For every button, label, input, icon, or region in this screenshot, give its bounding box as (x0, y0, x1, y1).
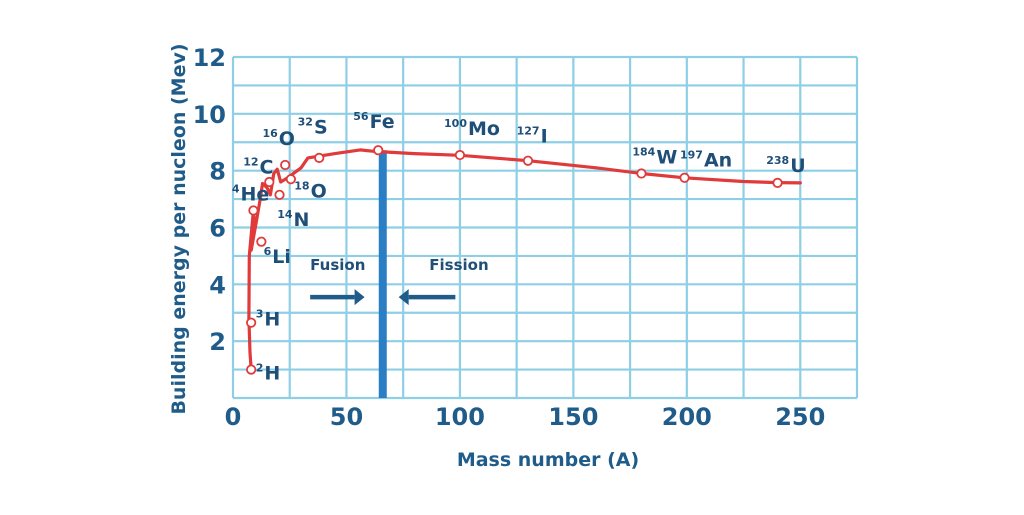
isotope-mass-number: 184 (632, 146, 655, 159)
y-tick-label: 4 (209, 271, 226, 299)
isotope-label: 184W (632, 146, 677, 169)
isotope-label: 6Li (264, 245, 291, 268)
x-tick-label: 200 (662, 403, 712, 431)
data-point (264, 176, 275, 188)
x-tick-label: 150 (548, 403, 598, 431)
isotope-symbol: N (294, 209, 310, 231)
isotope-mass-number: 18 (294, 180, 309, 193)
y-tick-label: 10 (193, 101, 226, 129)
data-point (285, 174, 296, 185)
y-tick-label: 8 (209, 158, 226, 186)
data-point (280, 159, 291, 171)
data-point (314, 152, 325, 163)
x-axis-label: Mass number (A) (457, 449, 639, 471)
isotope-label: 2H (256, 362, 281, 385)
isotope-mass-number: 127 (517, 124, 540, 137)
isotope-mass-number: 6 (264, 245, 272, 258)
isotope-label: 12C (243, 156, 273, 179)
binding-energy-curve (247, 148, 802, 372)
isotope-symbol: S (314, 117, 328, 139)
tick-labels: 0 50 100 150 200 250 2 4 6 8 10 12 (193, 44, 826, 431)
isotope-label: 127I (517, 124, 548, 147)
y-tick-label: 2 (209, 328, 226, 356)
data-point (274, 189, 285, 200)
data-point (248, 205, 259, 216)
x-tick-label: 100 (435, 403, 485, 431)
isotope-mass-number: 3 (256, 308, 264, 321)
direction-arrowhead (398, 289, 409, 306)
x-tick-label: 0 (225, 403, 242, 431)
region-label-fusion: Fusion (310, 256, 365, 274)
isotope-symbol: C (260, 157, 274, 179)
isotope-symbol: H (264, 363, 280, 385)
isotope-symbol: H (264, 309, 280, 331)
isotope-symbol: I (541, 125, 548, 147)
isotope-symbol: Fe (370, 111, 395, 133)
isotope-label: 32S (298, 116, 328, 139)
data-point (246, 317, 257, 328)
y-tick-label: 12 (193, 44, 226, 72)
isotope-label: 238U (766, 154, 805, 177)
direction-arrowhead (354, 289, 365, 306)
isotope-symbol: Mo (468, 118, 500, 140)
y-tick-label: 6 (209, 215, 226, 243)
data-point (679, 172, 690, 183)
data-point (256, 236, 267, 247)
isotope-symbol: O (311, 181, 327, 203)
isotope-mass-number: 12 (243, 156, 258, 169)
isotope-label: 14N (277, 208, 309, 231)
y-axis-label: Building energy per nucleon (Mev) (168, 43, 190, 414)
isotope-symbol: He (241, 184, 270, 206)
isotope-label: 18O (294, 180, 326, 203)
isotope-mass-number: 56 (353, 110, 369, 123)
data-point (454, 149, 466, 161)
isotope-symbol: Li (272, 246, 291, 268)
data-point (522, 155, 534, 166)
isotope-mass-number: 100 (444, 117, 467, 130)
curve-layer (247, 148, 802, 372)
isotope-symbol: An (704, 149, 732, 171)
isotope-label: 3H (256, 308, 281, 331)
isotope-label: 4He (232, 183, 269, 206)
isotope-label: 56Fe (353, 110, 394, 133)
data-point (636, 168, 647, 179)
isotope-symbol: O (279, 128, 295, 150)
data-point (246, 364, 257, 375)
grid (231, 55, 859, 400)
isotope-label: 197An (680, 148, 732, 171)
isotope-mass-number: 32 (298, 116, 313, 129)
isotope-mass-number: 4 (232, 183, 240, 196)
x-tick-label: 50 (330, 403, 363, 431)
isotope-mass-number: 238 (766, 154, 789, 167)
isotope-label: 100Mo (444, 117, 500, 140)
isotope-mass-number: 2 (256, 362, 264, 375)
data-point (772, 177, 783, 188)
isotope-mass-number: 16 (262, 127, 278, 140)
isotope-mass-number: 14 (277, 208, 293, 221)
isotope-symbol: W (656, 147, 677, 169)
x-tick-label: 250 (775, 403, 825, 431)
isotope-mass-number: 197 (680, 148, 703, 161)
isotope-label: 16O (262, 127, 294, 150)
data-point (373, 145, 384, 156)
data-points (246, 145, 783, 375)
isotope-symbol: U (790, 155, 805, 177)
region-label-fission: Fission (429, 256, 488, 274)
region-labels: Fusion Fission (310, 256, 489, 306)
